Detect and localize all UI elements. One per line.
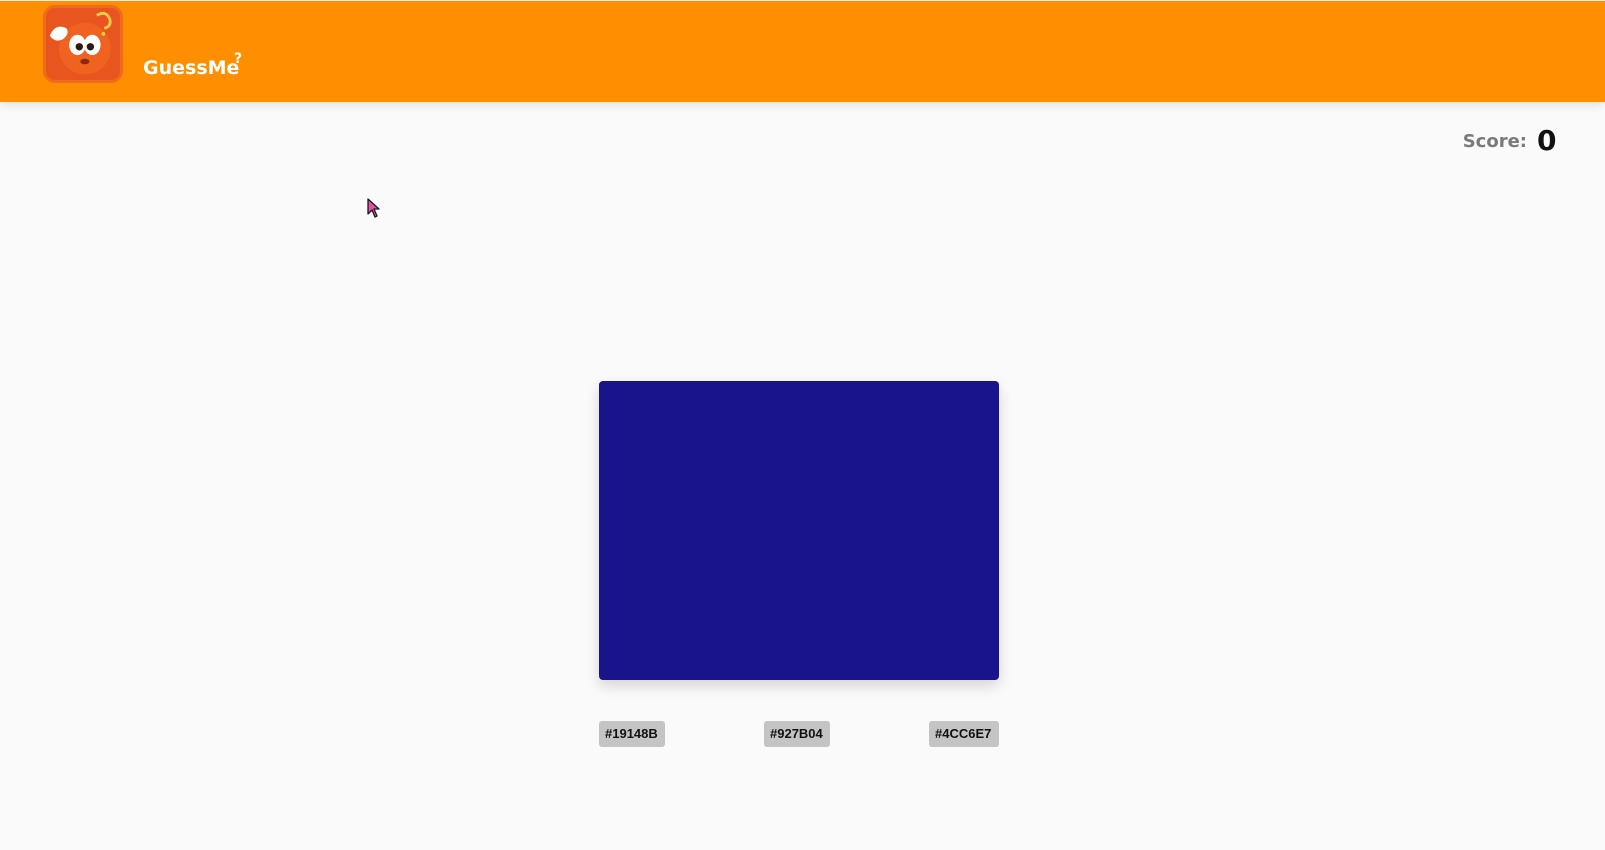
color-option-button[interactable]: #19148B [599, 721, 665, 747]
mouse-pointer-icon [367, 198, 380, 218]
question-mark-icon: ? [234, 51, 243, 67]
tomato-mascot-logo-icon[interactable] [43, 5, 123, 83]
app-title: GuessMe [143, 57, 240, 79]
color-swatch [599, 381, 999, 680]
color-option-button[interactable]: #927B04 [764, 721, 830, 747]
app-header: GuessMe ? [0, 0, 1605, 102]
score-label: Score: [1462, 131, 1527, 152]
color-option-button[interactable]: #4CC6E7 [929, 721, 999, 747]
score-value: 0 [1537, 124, 1557, 157]
